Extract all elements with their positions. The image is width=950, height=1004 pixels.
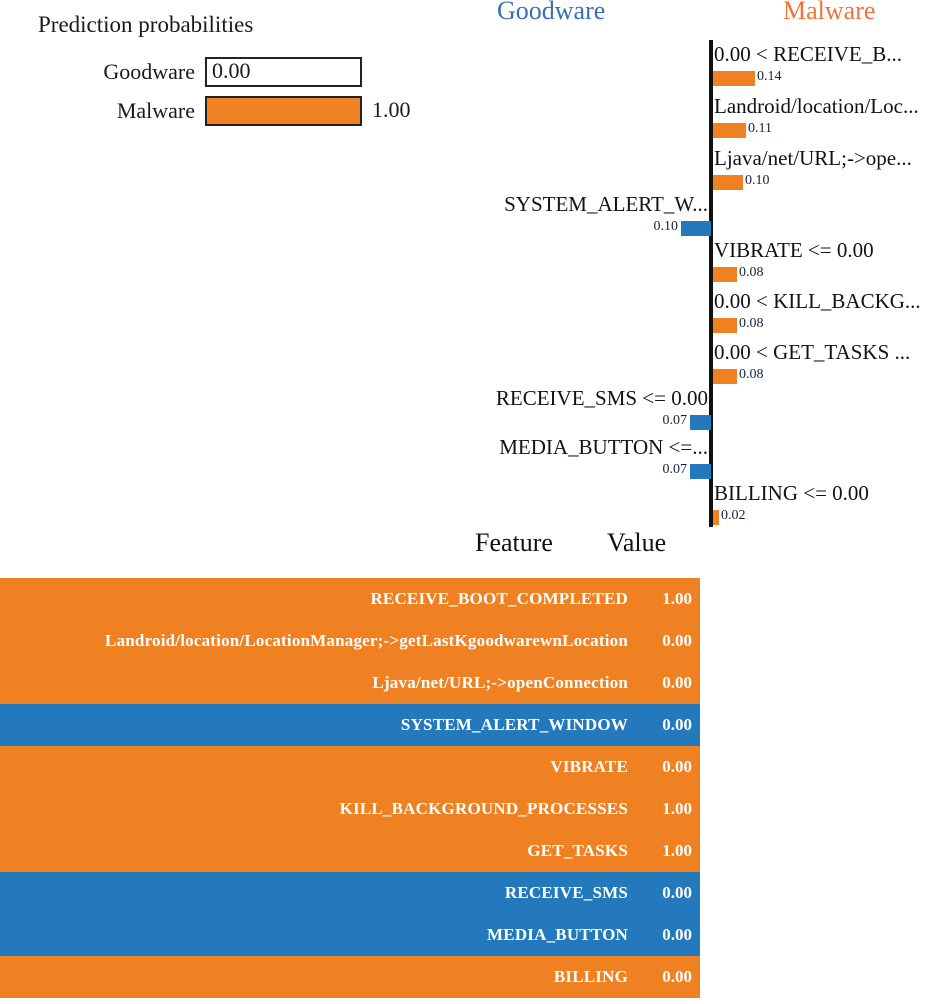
lime-item-bar bbox=[713, 510, 719, 525]
table-row: RECEIVE_BOOT_COMPLETED 1.00 bbox=[0, 578, 700, 620]
table-row: SYSTEM_ALERT_WINDOW 0.00 bbox=[0, 704, 700, 746]
lime-item: 0.00 < RECEIVE_B... 0.14 bbox=[0, 44, 950, 90]
chart-center-axis bbox=[709, 40, 713, 527]
lime-item-label: VIBRATE <= 0.00 bbox=[714, 238, 874, 262]
lime-item: VIBRATE <= 0.00 0.08 bbox=[0, 240, 950, 286]
lime-item: RECEIVE_SMS <= 0.00 0.07 bbox=[0, 388, 950, 434]
prediction-label-goodware: Goodware bbox=[103, 59, 195, 84]
table-cell-feature: BILLING bbox=[553, 967, 628, 986]
lime-item-weight: 0.07 bbox=[662, 462, 688, 477]
prediction-probabilities-title: Prediction probabilities bbox=[38, 12, 254, 37]
table-cell-value: 1.00 bbox=[662, 841, 692, 860]
column-header-feature: Feature bbox=[475, 528, 553, 557]
feature-value-table: RECEIVE_BOOT_COMPLETED 1.00 Landroid/locat… bbox=[0, 578, 700, 1002]
lime-item-label: 0.00 < GET_TASKS ... bbox=[714, 340, 911, 364]
lime-item-bar bbox=[713, 175, 743, 190]
table-cell-feature: GET_TASKS bbox=[527, 841, 628, 860]
table-cell-value: 0.00 bbox=[662, 757, 692, 776]
table-cell-feature: Landroid/location/LocationManager;->getL… bbox=[105, 631, 628, 650]
feature-table-header: Feature Value bbox=[0, 528, 715, 568]
table-cell-feature: VIBRATE bbox=[550, 757, 628, 776]
table-cell-feature: MEDIA_BUTTON bbox=[487, 925, 628, 944]
lime-item: Landroid/location/Loc... 0.11 bbox=[0, 96, 950, 142]
lime-item-weight: 0.14 bbox=[757, 69, 782, 84]
table-cell-value: 0.00 bbox=[662, 925, 692, 944]
prediction-label-malware: Malware bbox=[116, 98, 195, 123]
lime-item-weight: 0.10 bbox=[653, 219, 679, 234]
lime-item-bar bbox=[713, 123, 746, 138]
lime-item-weight: 0.11 bbox=[748, 121, 772, 136]
lime-item-bar bbox=[713, 369, 737, 384]
lime-item: 0.00 < KILL_BACKG... 0.08 bbox=[0, 291, 950, 337]
table-cell-feature: Ljava/net/URL;->openConnection bbox=[372, 673, 628, 692]
lime-item: 0.00 < GET_TASKS ... 0.08 bbox=[0, 342, 950, 388]
prediction-row-malware: Malware 1.00 bbox=[0, 96, 430, 130]
lime-item-bar bbox=[690, 464, 711, 479]
lime-item-weight: 0.08 bbox=[739, 367, 764, 382]
chart-heading-goodware: Goodware bbox=[497, 0, 606, 25]
table-cell-feature: RECEIVE_SMS bbox=[504, 883, 628, 902]
table-cell-value: 0.00 bbox=[662, 673, 692, 692]
prediction-value-malware: 1.00 bbox=[372, 97, 411, 122]
table-row: Landroid/location/LocationManager;->getL… bbox=[0, 620, 700, 662]
lime-item-label: BILLING <= 0.00 bbox=[714, 481, 869, 505]
lime-item-label: SYSTEM_ALERT_W... bbox=[504, 192, 708, 216]
prediction-row-goodware: Goodware 0.00 bbox=[0, 57, 430, 91]
lime-item-label: 0.00 < KILL_BACKG... bbox=[714, 289, 921, 313]
table-row: RECEIVE_SMS 0.00 bbox=[0, 872, 700, 914]
lime-item-bar bbox=[690, 415, 711, 430]
prediction-probabilities-panel: Prediction probabilities Goodware 0.00 M… bbox=[0, 0, 430, 150]
lime-item-weight: 0.08 bbox=[739, 316, 764, 331]
table-cell-value: 1.00 bbox=[662, 799, 692, 818]
table-cell-value: 0.00 bbox=[662, 967, 692, 986]
lime-item-label: RECEIVE_SMS <= 0.00 bbox=[495, 386, 708, 410]
lime-item-weight: 0.07 bbox=[662, 413, 688, 428]
lime-item: BILLING <= 0.00 0.02 bbox=[0, 483, 950, 529]
lime-item-weight: 0.10 bbox=[745, 173, 770, 188]
table-row: Ljava/net/URL;->openConnection 0.00 bbox=[0, 662, 700, 704]
lime-item: MEDIA_BUTTON <=... 0.07 bbox=[0, 437, 950, 483]
lime-item-bar bbox=[713, 71, 755, 86]
prediction-bar-goodware bbox=[205, 57, 362, 87]
table-cell-feature: RECEIVE_BOOT_COMPLETED bbox=[370, 589, 628, 608]
lime-item-bar bbox=[681, 221, 711, 236]
lime-item-label: MEDIA_BUTTON <=... bbox=[499, 435, 708, 459]
table-cell-value: 1.00 bbox=[662, 589, 692, 608]
lime-item-bar bbox=[713, 318, 737, 333]
chart-heading-malware: Malware bbox=[783, 0, 876, 25]
table-row: VIBRATE 0.00 bbox=[0, 746, 700, 788]
table-cell-feature: KILL_BACKGROUND_PROCESSES bbox=[339, 799, 628, 818]
table-cell-value: 0.00 bbox=[662, 715, 692, 734]
lime-item-label: 0.00 < RECEIVE_B... bbox=[714, 42, 903, 66]
lime-item-label: Ljava/net/URL;->ope... bbox=[714, 146, 912, 170]
lime-item-weight: 0.08 bbox=[739, 265, 764, 280]
table-row: BILLING 0.00 bbox=[0, 956, 700, 998]
column-header-value: Value bbox=[607, 528, 667, 557]
table-cell-value: 0.00 bbox=[662, 631, 692, 650]
table-row: KILL_BACKGROUND_PROCESSES 1.00 bbox=[0, 788, 700, 830]
lime-item-bar bbox=[713, 267, 737, 282]
table-cell-value: 0.00 bbox=[662, 883, 692, 902]
table-row: MEDIA_BUTTON 0.00 bbox=[0, 914, 700, 956]
lime-item: Ljava/net/URL;->ope... 0.10 bbox=[0, 148, 950, 194]
prediction-bar-malware bbox=[205, 96, 362, 126]
prediction-bar-fill-malware bbox=[207, 98, 360, 124]
lime-item-label: Landroid/location/Loc... bbox=[714, 94, 919, 118]
lime-explanation-chart: Goodware Malware 0.00 < RECEIVE_B... 0.14… bbox=[0, 0, 950, 529]
prediction-value-goodware: 0.00 bbox=[212, 58, 251, 83]
lime-item-weight: 0.02 bbox=[721, 508, 746, 523]
table-row: GET_TASKS 1.00 bbox=[0, 830, 700, 872]
table-cell-feature: SYSTEM_ALERT_WINDOW bbox=[400, 715, 628, 734]
lime-item: SYSTEM_ALERT_W... 0.10 bbox=[0, 194, 950, 240]
